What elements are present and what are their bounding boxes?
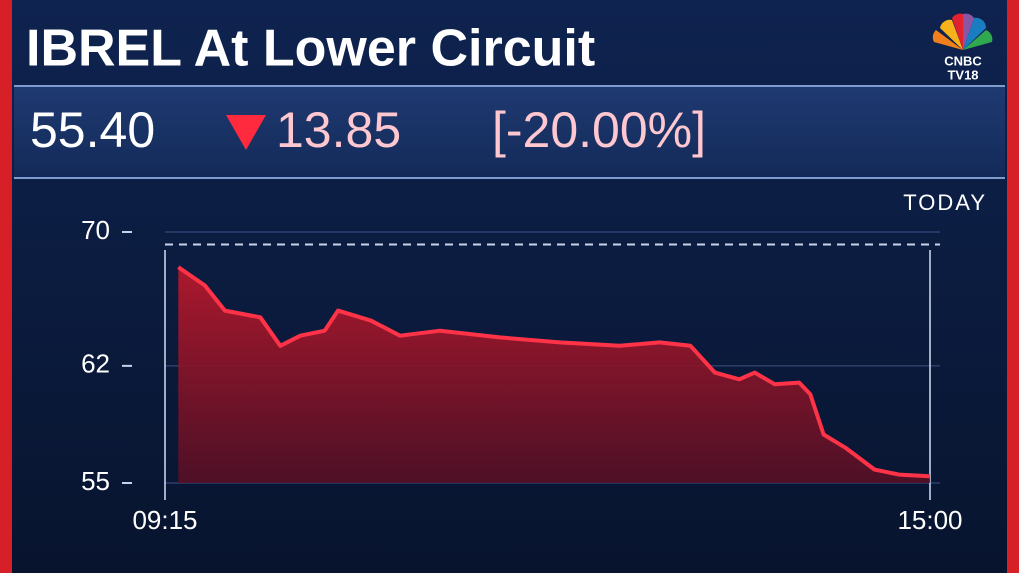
x-tick-label: 15:00 <box>897 505 962 535</box>
logo: CNBC TV18 <box>932 13 993 82</box>
y-tick-label: 62 <box>81 349 110 379</box>
price-line <box>177 265 931 479</box>
logo-text: TV18 <box>947 67 978 82</box>
left-border <box>0 0 12 573</box>
price: 55.40 <box>30 102 155 158</box>
logo-text: CNBC <box>944 53 982 68</box>
chart-title: IBREL At Lower Circuit <box>26 20 595 78</box>
y-tick-label: 70 <box>81 215 110 245</box>
down-arrow <box>226 115 266 150</box>
x-tick-label: 09:15 <box>132 505 197 535</box>
y-tick-label: 55 <box>81 466 110 496</box>
change-percent: [-20.00%] <box>492 102 706 158</box>
change: 13.85 <box>276 102 401 158</box>
quote-band <box>14 86 1005 178</box>
right-border <box>1007 0 1019 573</box>
period: TODAY <box>903 190 987 215</box>
